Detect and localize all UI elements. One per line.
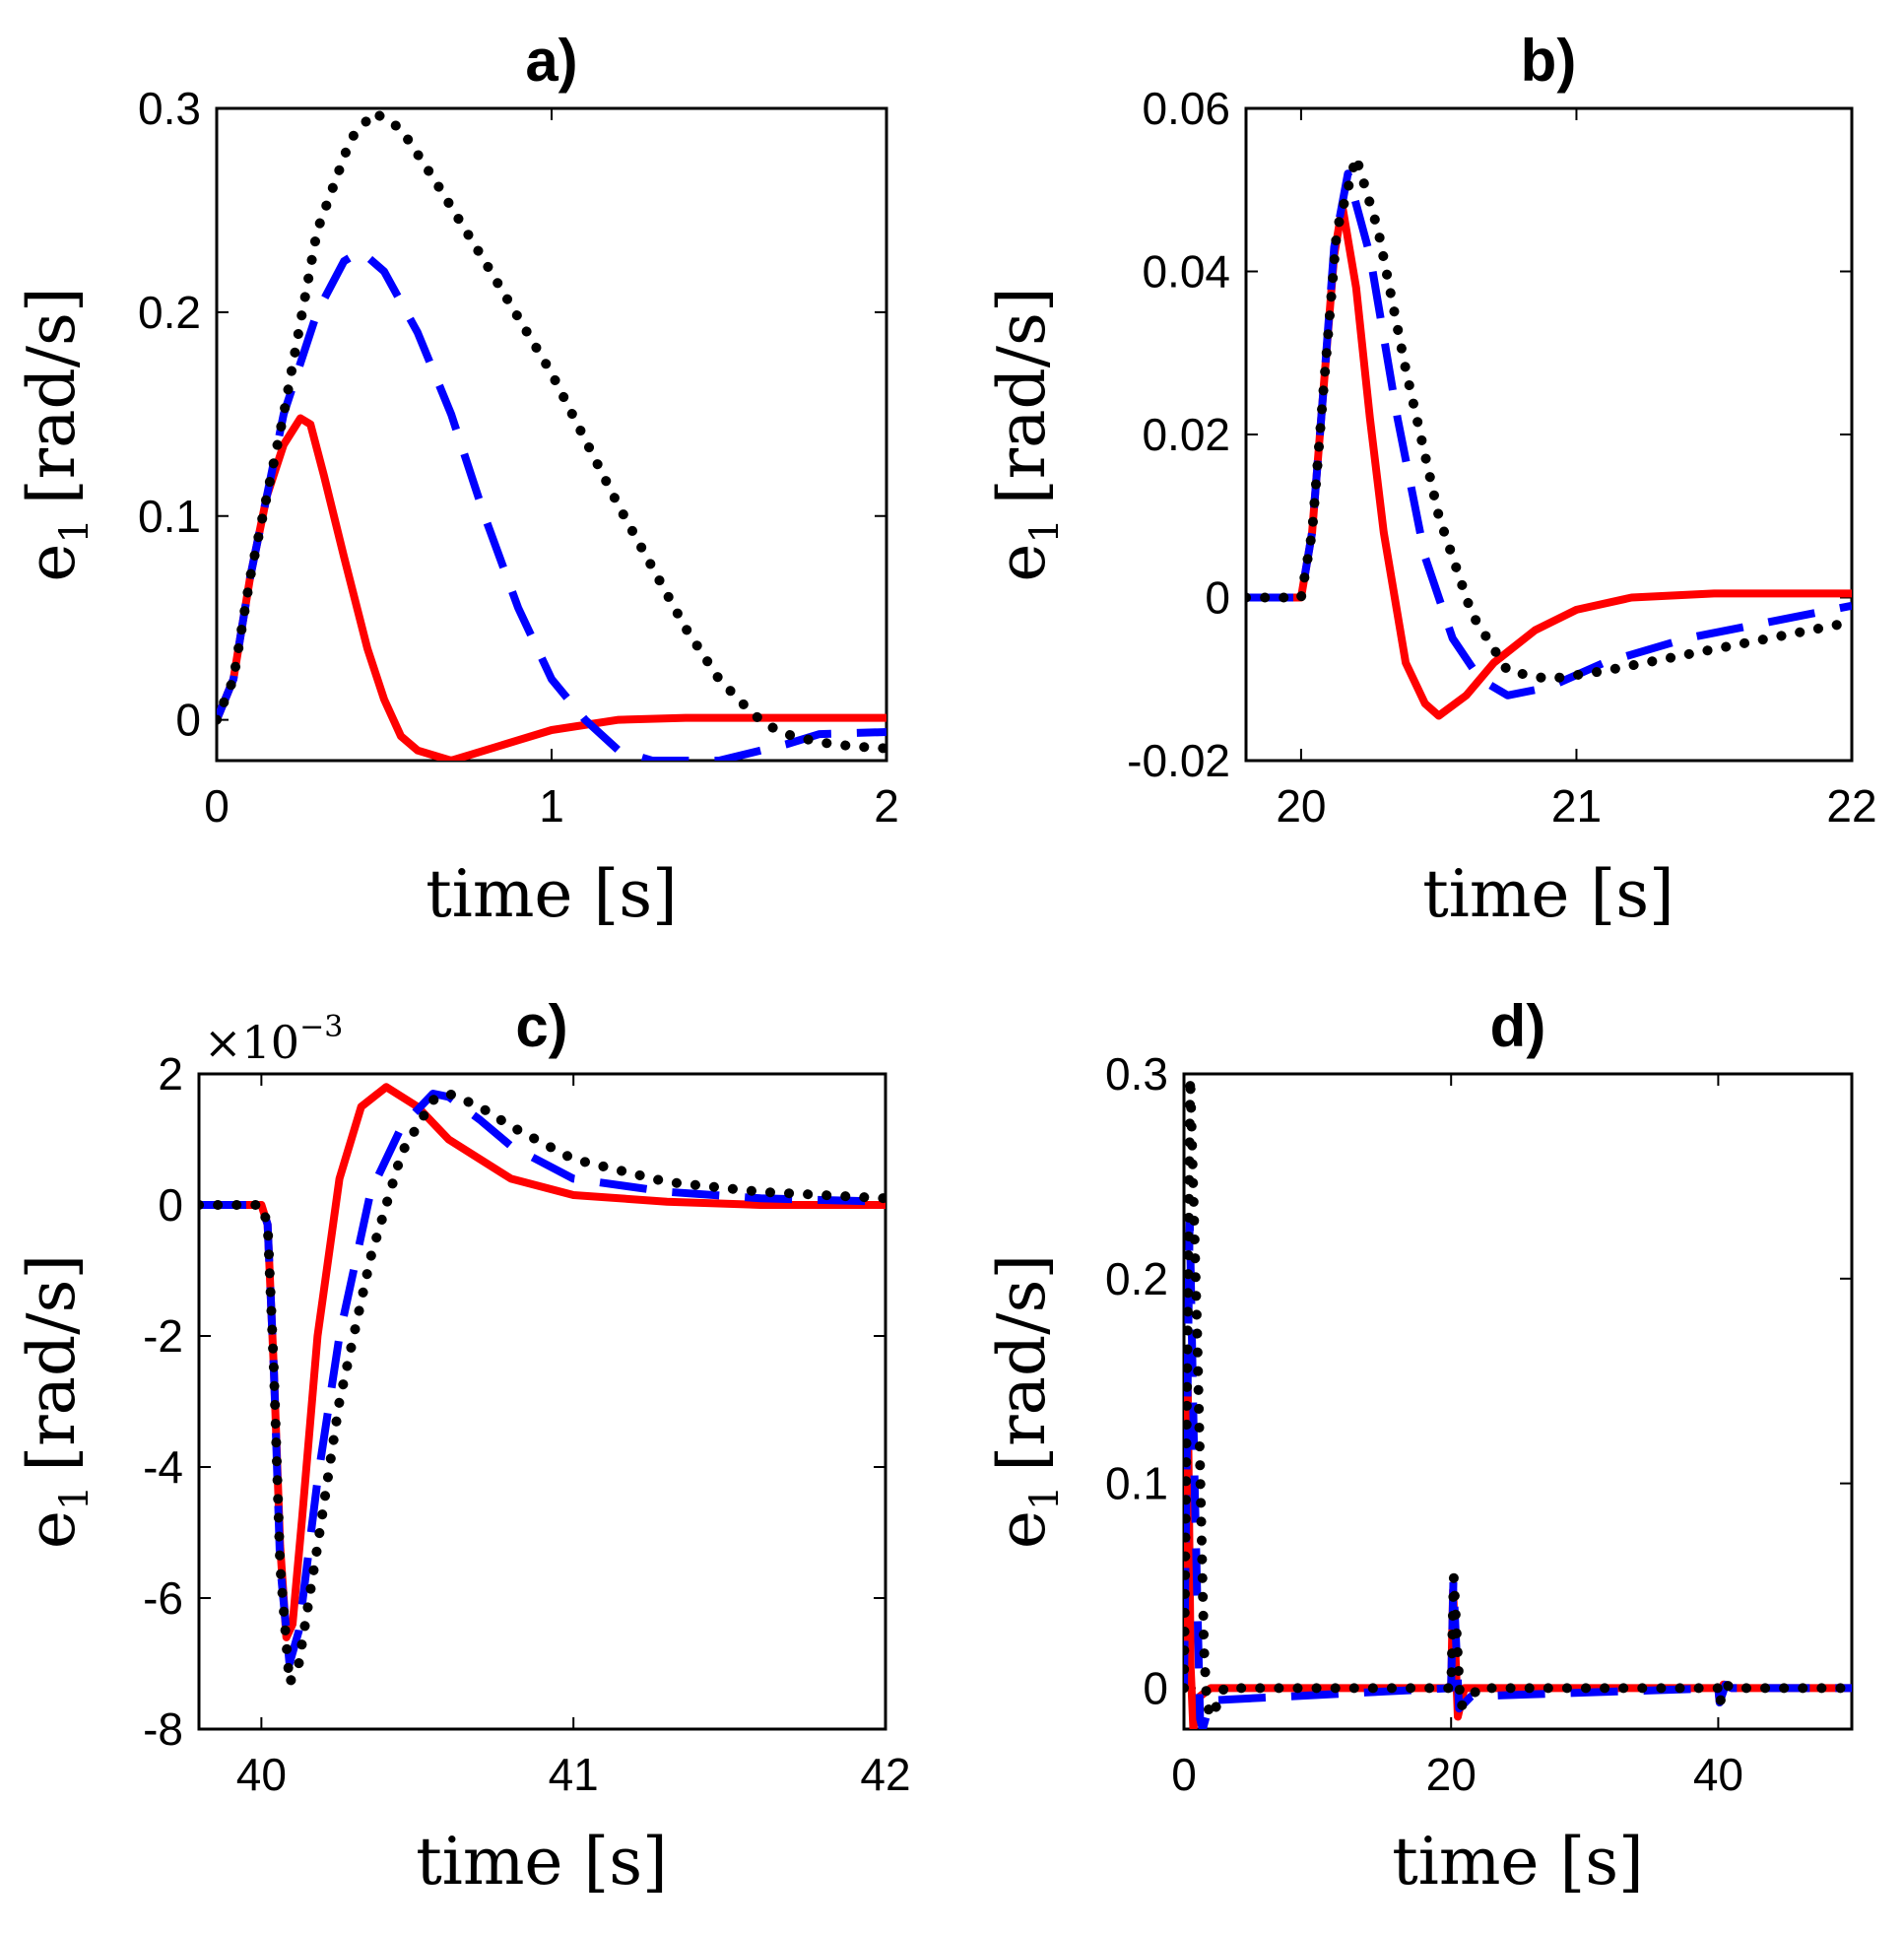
x-tick-label: 22	[1826, 780, 1876, 832]
x-tick-label: 40	[236, 1749, 287, 1800]
y-label-units: [rad/s]	[984, 1254, 1060, 1472]
y-label-units: [rad/s]	[984, 287, 1060, 504]
y-tick-label: 0.06	[1142, 83, 1230, 134]
series-black-dotted	[1246, 152, 1852, 685]
x-tick-label: 40	[1693, 1749, 1743, 1800]
y-label-units: [rad/s]	[14, 287, 90, 504]
y-label-subscript: 1	[1022, 1486, 1068, 1510]
subplot-d: 0 20 40 0 0.1 0.2 0.3 d) time [s] e1 [rad/s]	[984, 993, 1854, 1900]
y-axis-multiplier: ×10−3	[204, 1010, 343, 1069]
y-label-symbol: e	[14, 544, 90, 582]
x-tick-label: 20	[1426, 1749, 1477, 1800]
plot-area	[1246, 152, 1852, 720]
subplot-a: 0 1 200.10.20.3a)time [s]e1[rad/s]	[14, 28, 899, 932]
x-axis-label: time [s]	[1422, 856, 1674, 932]
y-tick-label: 0	[1143, 1662, 1168, 1713]
x-axis-label: time [s]	[416, 1824, 668, 1900]
y-label-subscript: 1	[1022, 518, 1068, 543]
plot-area	[199, 1083, 886, 1689]
x-tick-label: 1	[539, 780, 564, 832]
x-axis-label: time [s]	[426, 856, 678, 932]
axes-box	[1244, 106, 1854, 763]
subplot-title: b)	[1521, 28, 1577, 94]
y-tick-label: 0.3	[1105, 1048, 1168, 1100]
y-label-symbol: e	[984, 544, 1060, 582]
x-tick-label: 21	[1551, 780, 1602, 832]
axes-box	[1182, 1072, 1854, 1731]
y-tick-label: 0	[1205, 572, 1230, 624]
x-tick-label: 20	[1276, 780, 1326, 832]
y-tick-label: 0	[175, 695, 201, 746]
y-tick-label: -8	[143, 1703, 183, 1755]
y-axis-label: e1 [rad/s]	[14, 287, 98, 581]
plot-area	[1184, 1074, 1852, 1729]
x-tick-label: 0	[1171, 1749, 1197, 1800]
subplot-b: 20 21 22 -0.02 0 0.02 0.04 0.06 b) time [s] e1 [rad…	[984, 28, 1877, 932]
y-axis-label: e1 [rad/s]	[14, 1254, 98, 1549]
y-tick-label: 0.2	[138, 287, 201, 338]
y-axis-label: e1 [rad/s]	[984, 1254, 1068, 1549]
x-tick-label: 41	[549, 1749, 599, 1800]
y-label-subscript: 1	[52, 1486, 98, 1510]
y-label-symbol: e	[984, 1510, 1060, 1549]
y-tick-label: 0.3	[138, 83, 201, 134]
series-blue-dashed	[217, 246, 886, 761]
series-blue-dashed	[1184, 1213, 1852, 1729]
y-tick-label: -0.02	[1127, 735, 1230, 786]
x-axis-label: time [s]	[1392, 1824, 1644, 1900]
y-label-units: [rad/s]	[14, 1254, 90, 1472]
multiplier-exponent: −3	[299, 1010, 343, 1044]
y-tick-label: 0	[158, 1179, 183, 1231]
x-tick-label: 42	[860, 1749, 910, 1800]
subplot-title: d)	[1490, 993, 1546, 1059]
x-tick-label: 0	[204, 780, 230, 832]
y-tick-label: -4	[143, 1441, 183, 1493]
y-tick-label: 0.2	[1105, 1253, 1168, 1304]
y-tick-label: 0.02	[1142, 409, 1230, 460]
y-tick-label: -2	[143, 1310, 183, 1362]
y-tick-label: 0.04	[1142, 246, 1230, 298]
y-label-subscript: 1	[52, 518, 98, 543]
y-tick-label: 0.1	[138, 491, 201, 542]
x-tick-label: 2	[874, 780, 899, 832]
y-axis-label: e1 [rad/s]	[984, 287, 1068, 581]
y-tick-label: 2	[158, 1048, 183, 1100]
y-tick-label: 0.1	[1105, 1458, 1168, 1509]
y-label-symbol: e	[14, 1510, 90, 1549]
axes-box	[215, 106, 888, 763]
series-black-dotted	[199, 1089, 886, 1689]
series-blue-dashed	[1246, 169, 1852, 700]
plot-area	[217, 108, 886, 761]
subplot-title: a)	[525, 28, 577, 94]
y-tick-label: -6	[143, 1572, 183, 1624]
multiplier-base: ×10	[204, 1016, 299, 1069]
subplot-c: 40 41 42 -8 -6 -4 -2 0 2 c) time [s] e1 [rad/s] ×10−3	[14, 993, 911, 1900]
subplot-title: c)	[515, 993, 567, 1059]
series-black-dotted	[1184, 1074, 1852, 1722]
